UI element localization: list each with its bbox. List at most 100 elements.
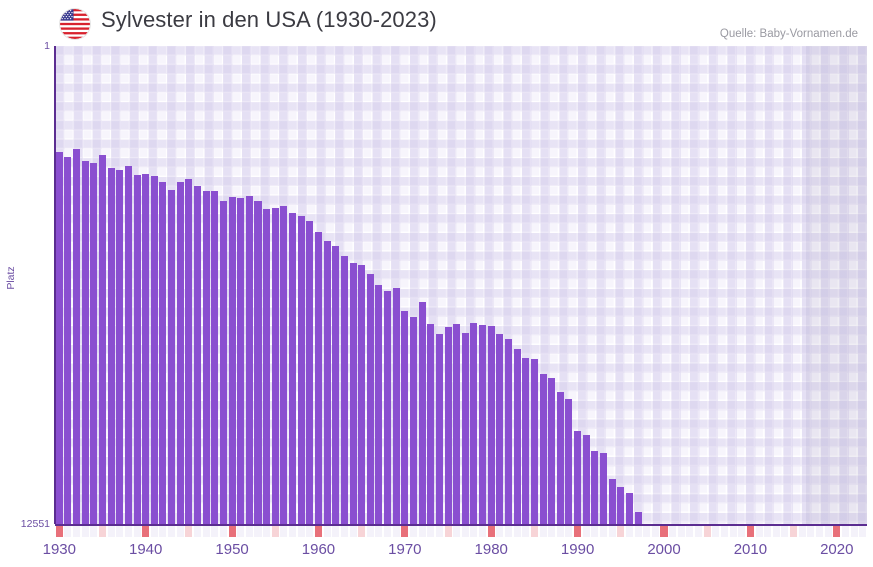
bar[interactable] [608,479,616,524]
x-tick-label-1970: 1970 [388,541,422,558]
bar[interactable] [496,334,504,524]
bar[interactable] [323,241,331,524]
bar[interactable] [237,198,245,524]
bar[interactable] [358,265,366,524]
bar[interactable] [522,358,530,524]
us-flag-icon [60,9,90,39]
x-tick-label-1980: 1980 [474,541,508,558]
x-tick-major [142,526,150,537]
bar[interactable] [73,149,81,524]
bar[interactable] [392,288,400,524]
bar[interactable] [185,179,193,524]
x-tick-minor [289,526,297,537]
bar[interactable] [202,191,210,524]
bar[interactable] [116,170,124,524]
bar[interactable] [168,190,176,524]
bar[interactable] [306,221,314,524]
bar[interactable] [280,206,288,524]
bar[interactable] [409,317,417,524]
bar[interactable] [90,163,98,524]
bar[interactable] [634,512,642,524]
x-tick-minor [263,526,271,537]
bar[interactable] [375,285,383,524]
x-tick-minor [522,526,530,537]
x-tick-minor [669,526,677,537]
bar[interactable] [289,213,297,524]
x-tick-mid [530,526,538,537]
x-tick-minor [124,526,132,537]
x-tick-label-1930: 1930 [42,541,76,558]
bar[interactable] [107,168,115,524]
bar[interactable] [332,246,340,524]
bar[interactable] [98,155,107,524]
bar[interactable] [211,191,219,524]
bar[interactable] [625,493,633,524]
x-tick-minor [815,526,823,537]
bar[interactable] [366,274,374,524]
bar[interactable] [435,334,443,524]
bar[interactable] [384,291,392,524]
bar[interactable] [453,324,461,524]
bar[interactable] [513,349,521,524]
bar[interactable] [263,209,271,524]
bar[interactable] [133,175,141,524]
bar[interactable] [340,256,348,524]
bar[interactable] [461,333,469,524]
bar[interactable] [565,399,573,524]
bar[interactable] [530,359,538,524]
bar[interactable] [314,232,322,524]
bar[interactable] [254,201,262,524]
bar[interactable] [64,157,72,524]
bar[interactable] [487,326,495,524]
bar[interactable] [159,182,167,524]
bar[interactable] [228,197,236,524]
bar[interactable] [600,453,608,524]
x-tick-minor [340,526,348,537]
bar[interactable] [124,166,132,524]
x-tick-minor [479,526,487,537]
x-tick-label-2020: 2020 [820,541,854,558]
bar[interactable] [245,196,253,524]
x-tick-minor [323,526,331,537]
bar[interactable] [194,186,202,524]
bar[interactable] [504,339,513,524]
bar[interactable] [219,201,227,524]
bar[interactable] [271,208,279,524]
bar[interactable] [418,302,426,524]
bar[interactable] [470,323,478,524]
x-tick-minor [297,526,305,537]
bar[interactable] [479,325,487,524]
y-axis-top-label: 1 [44,40,50,52]
bar[interactable] [556,392,564,524]
bar[interactable] [582,435,590,524]
bar[interactable] [176,182,184,524]
bar[interactable] [150,176,158,524]
bar[interactable] [401,311,409,524]
bar[interactable] [297,216,305,524]
x-tick-minor [539,526,547,537]
bar[interactable] [591,451,599,524]
bar[interactable] [548,378,556,524]
x-tick-minor [237,526,245,537]
bar[interactable] [617,487,625,524]
bar[interactable] [142,174,150,524]
x-tick-mid [703,526,711,537]
bar[interactable] [349,263,357,524]
x-tick-minor [565,526,573,537]
bar[interactable] [81,161,89,524]
x-tick-minor [513,526,521,537]
x-tick-minor [625,526,633,537]
bar[interactable] [539,374,547,524]
x-tick-major [55,526,63,537]
y-axis-line [54,46,56,524]
bar[interactable] [444,327,452,524]
x-tick-minor [504,526,513,537]
bar[interactable] [574,431,582,524]
x-tick-major [228,526,236,537]
bar[interactable] [427,324,435,524]
x-tick-minor [150,526,158,537]
x-tick-minor [824,526,832,537]
bar[interactable] [55,152,63,524]
source-attribution: Quelle: Baby-Vornamen.de [719,28,858,40]
x-tick-major [660,526,668,537]
